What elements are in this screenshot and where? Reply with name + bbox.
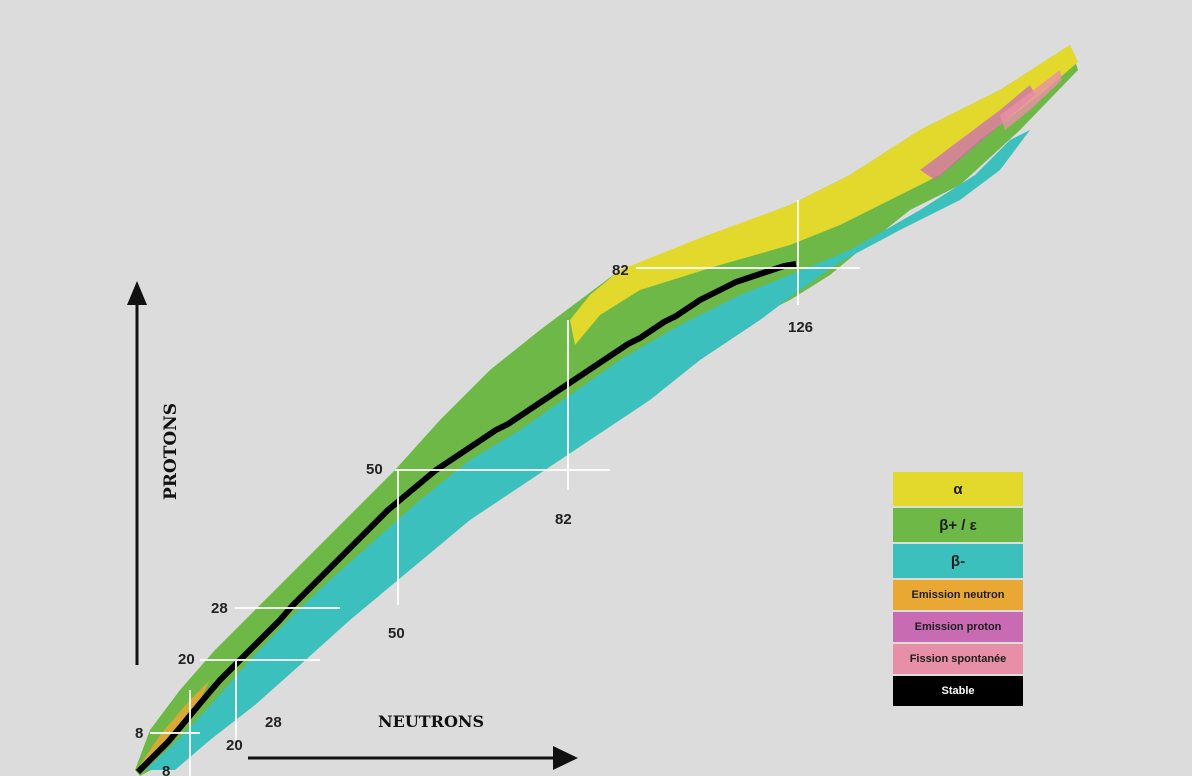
band-neutron-emission bbox=[140, 680, 210, 765]
magic-proton-50: 50 bbox=[366, 461, 383, 478]
legend-beta-minus: β- bbox=[893, 544, 1023, 578]
x-axis-arrow bbox=[248, 746, 578, 770]
legend-spontaneous-fission: Fission spontanée bbox=[893, 644, 1023, 674]
legend-label-stable: Stable bbox=[941, 685, 975, 697]
band-alpha-region bbox=[570, 45, 1078, 345]
magic-proton-28: 28 bbox=[211, 600, 228, 617]
magic-proton-8: 8 bbox=[135, 725, 143, 742]
magic-proton-20: 20 bbox=[178, 651, 195, 668]
magic-neutron-126: 126 bbox=[788, 319, 813, 336]
legend-alpha: α bbox=[893, 472, 1023, 506]
magic-proton-82: 82 bbox=[612, 262, 629, 279]
y-axis-arrow bbox=[127, 281, 147, 665]
legend-label-neutron-emission: Emission neutron bbox=[911, 589, 1005, 601]
x-axis-label: NEUTRONS bbox=[378, 712, 484, 731]
legend-neutron-emission: Emission neutron bbox=[893, 580, 1023, 610]
legend-label-proton-emission: Emission proton bbox=[914, 621, 1002, 633]
y-axis-label: PROTONS bbox=[161, 403, 181, 500]
legend-proton-emission: Emission proton bbox=[893, 612, 1023, 642]
magic-neutron-8: 8 bbox=[162, 763, 170, 776]
magic-lines bbox=[150, 200, 860, 776]
band-beta-minus-region bbox=[145, 130, 1030, 770]
magic-neutron-82: 82 bbox=[555, 511, 572, 528]
magic-neutron-20: 20 bbox=[226, 737, 243, 754]
band-spontaneous-fission bbox=[1000, 70, 1062, 130]
legend-label-beta-minus: β- bbox=[950, 552, 966, 570]
magic-neutron-50: 50 bbox=[388, 625, 405, 642]
legend-label-spontaneous-fission: Fission spontanée bbox=[909, 653, 1007, 665]
legend-label-beta-plus: β+ / ε bbox=[939, 516, 977, 534]
legend: α β+ / ε β- Emission neutron Emission pr… bbox=[893, 472, 1023, 708]
band-proton-emission bbox=[920, 85, 1035, 180]
legend-beta-plus: β+ / ε bbox=[893, 508, 1023, 542]
legend-label-alpha: α bbox=[953, 480, 963, 498]
legend-stable: Stable bbox=[893, 676, 1023, 706]
magic-neutron-28: 28 bbox=[265, 714, 282, 731]
